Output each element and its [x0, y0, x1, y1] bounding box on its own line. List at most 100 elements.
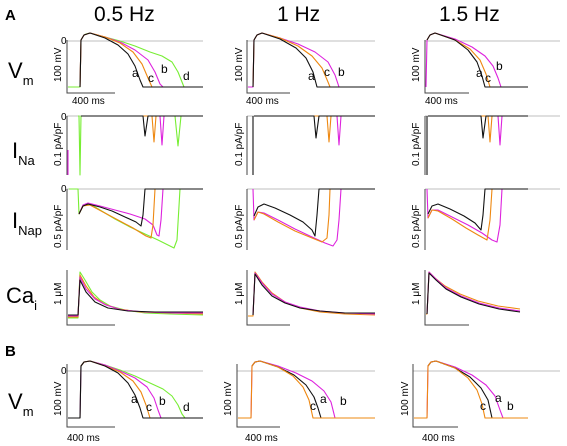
trace-label: d: [183, 69, 190, 83]
trace-a: [79, 32, 203, 88]
row-label-cai: Cai: [6, 283, 37, 313]
scale-bar: [66, 270, 115, 326]
cai-row: 1 μM 1 μM 1 μM: [53, 270, 521, 326]
trace-d: [69, 188, 203, 249]
trace-b: [426, 188, 528, 243]
row-label-ina: INa: [12, 138, 36, 168]
scale-label: 100 mV: [53, 381, 64, 416]
column-header-3: 1.5 Hz: [439, 3, 500, 26]
trace-b: [252, 272, 376, 316]
zero-label: 0: [61, 184, 67, 195]
trace-label: b: [338, 65, 345, 79]
scale-label: 0.5 pA/pF: [411, 205, 422, 248]
scale-label: 0.1 pA/pF: [234, 123, 245, 166]
trace-a: [78, 188, 203, 227]
trace-label: a: [132, 66, 139, 80]
scale-label: 1 μM: [234, 283, 245, 305]
trace-label: c: [324, 65, 330, 79]
trace-a: [68, 279, 203, 316]
trace-label: c: [146, 400, 152, 414]
trace-c: [78, 188, 156, 239]
panel-label-a: A: [5, 7, 16, 24]
trace-label: d: [183, 400, 190, 414]
trace-b: [68, 276, 203, 317]
time-scale-label: 400 ms: [422, 433, 455, 444]
trace-label: c: [310, 399, 316, 413]
trace-a: [428, 115, 528, 139]
scale-label: 100 mV: [411, 47, 422, 82]
scale-bar: [412, 364, 458, 428]
trace-label: b: [159, 394, 166, 408]
trace-b: [78, 188, 203, 237]
row-label-inap: INap: [12, 208, 42, 238]
trace-d: [78, 115, 203, 176]
trace-b: [426, 271, 521, 315]
zero-label: 0: [61, 366, 67, 377]
scale-label: 0.1 pA/pF: [53, 123, 64, 166]
zero-label: 0: [61, 112, 67, 123]
scale-label: 100 mV: [223, 381, 234, 416]
time-scale-label: 400 ms: [67, 433, 100, 444]
trace-a: [252, 273, 375, 316]
trace-label: c: [485, 71, 491, 85]
scale-bar: [236, 364, 280, 428]
trace-c: [427, 188, 493, 241]
scale-label: 100 mV: [53, 47, 64, 82]
scale-label: 100 mV: [234, 47, 245, 82]
trace-label: b: [496, 59, 503, 73]
trace-b: [428, 115, 528, 146]
trace-label: a: [320, 392, 327, 406]
row-label-vm: Vm: [8, 58, 34, 88]
trace-a: [68, 360, 203, 419]
trace-c: [253, 188, 331, 243]
scale-label: 1 μM: [411, 283, 422, 305]
ina-row: 0 0.1 pA/pF 0.1 pA/pF 0.1 pA/pF: [53, 112, 560, 176]
scale-label: 0.5 pA/pF: [234, 205, 245, 248]
trace-label: c: [148, 71, 154, 85]
trace-b: [252, 188, 375, 247]
time-scale-label: 400 ms: [72, 96, 105, 107]
trace-label: a: [131, 392, 138, 406]
trace-a: [253, 188, 375, 237]
trace-a: [427, 188, 528, 231]
scale-label: 100 mV: [400, 381, 411, 416]
trace-label: a: [495, 391, 502, 405]
trace-c: [428, 115, 528, 143]
scale-label: 0.5 pA/pF: [53, 205, 64, 248]
vm-row-b: 0 100 mV 400 ms a c b d 100 mV 400 ms c …: [53, 360, 560, 444]
panel-label-b: B: [5, 343, 16, 360]
inap-row: 0 0.5 pA/pF 0.5 pA/pF 0.5 pA/pF: [53, 184, 560, 250]
trace-c: [426, 271, 521, 315]
time-scale-label: 400 ms: [246, 96, 279, 107]
trace-label: a: [476, 66, 483, 80]
row-label-vm-b: Vm: [8, 389, 34, 419]
trace-b: [81, 115, 203, 146]
trace-a: [426, 272, 521, 315]
trace-a: [426, 32, 528, 88]
scale-bar: [424, 270, 469, 326]
trace-c: [238, 360, 375, 419]
trace-label: b: [507, 399, 514, 413]
trace-c: [81, 115, 203, 143]
trace-label: b: [340, 394, 347, 408]
trace-label: a: [308, 69, 315, 83]
scale-bar: [424, 40, 469, 94]
trace-label: b: [161, 62, 168, 76]
vm-row-a: 0 100 mV 400 ms a b c d 100 mV 400 ms a …: [53, 32, 560, 107]
scale-bar: [66, 40, 115, 94]
trace-a: [252, 32, 375, 88]
trace-c: [414, 360, 528, 419]
time-scale-label: 400 ms: [425, 96, 458, 107]
trace-label: c: [480, 399, 486, 413]
scale-label: 0.1 pA/pF: [411, 123, 422, 166]
scale-label: 1 μM: [53, 283, 64, 305]
zero-label: 0: [61, 36, 67, 47]
scale-bar: [246, 270, 290, 326]
column-header-2: 1 Hz: [277, 3, 320, 26]
trace-a: [254, 115, 375, 139]
scale-bar: [66, 364, 115, 428]
column-header-1: 0.5 Hz: [94, 3, 155, 26]
trace-a: [81, 115, 203, 137]
